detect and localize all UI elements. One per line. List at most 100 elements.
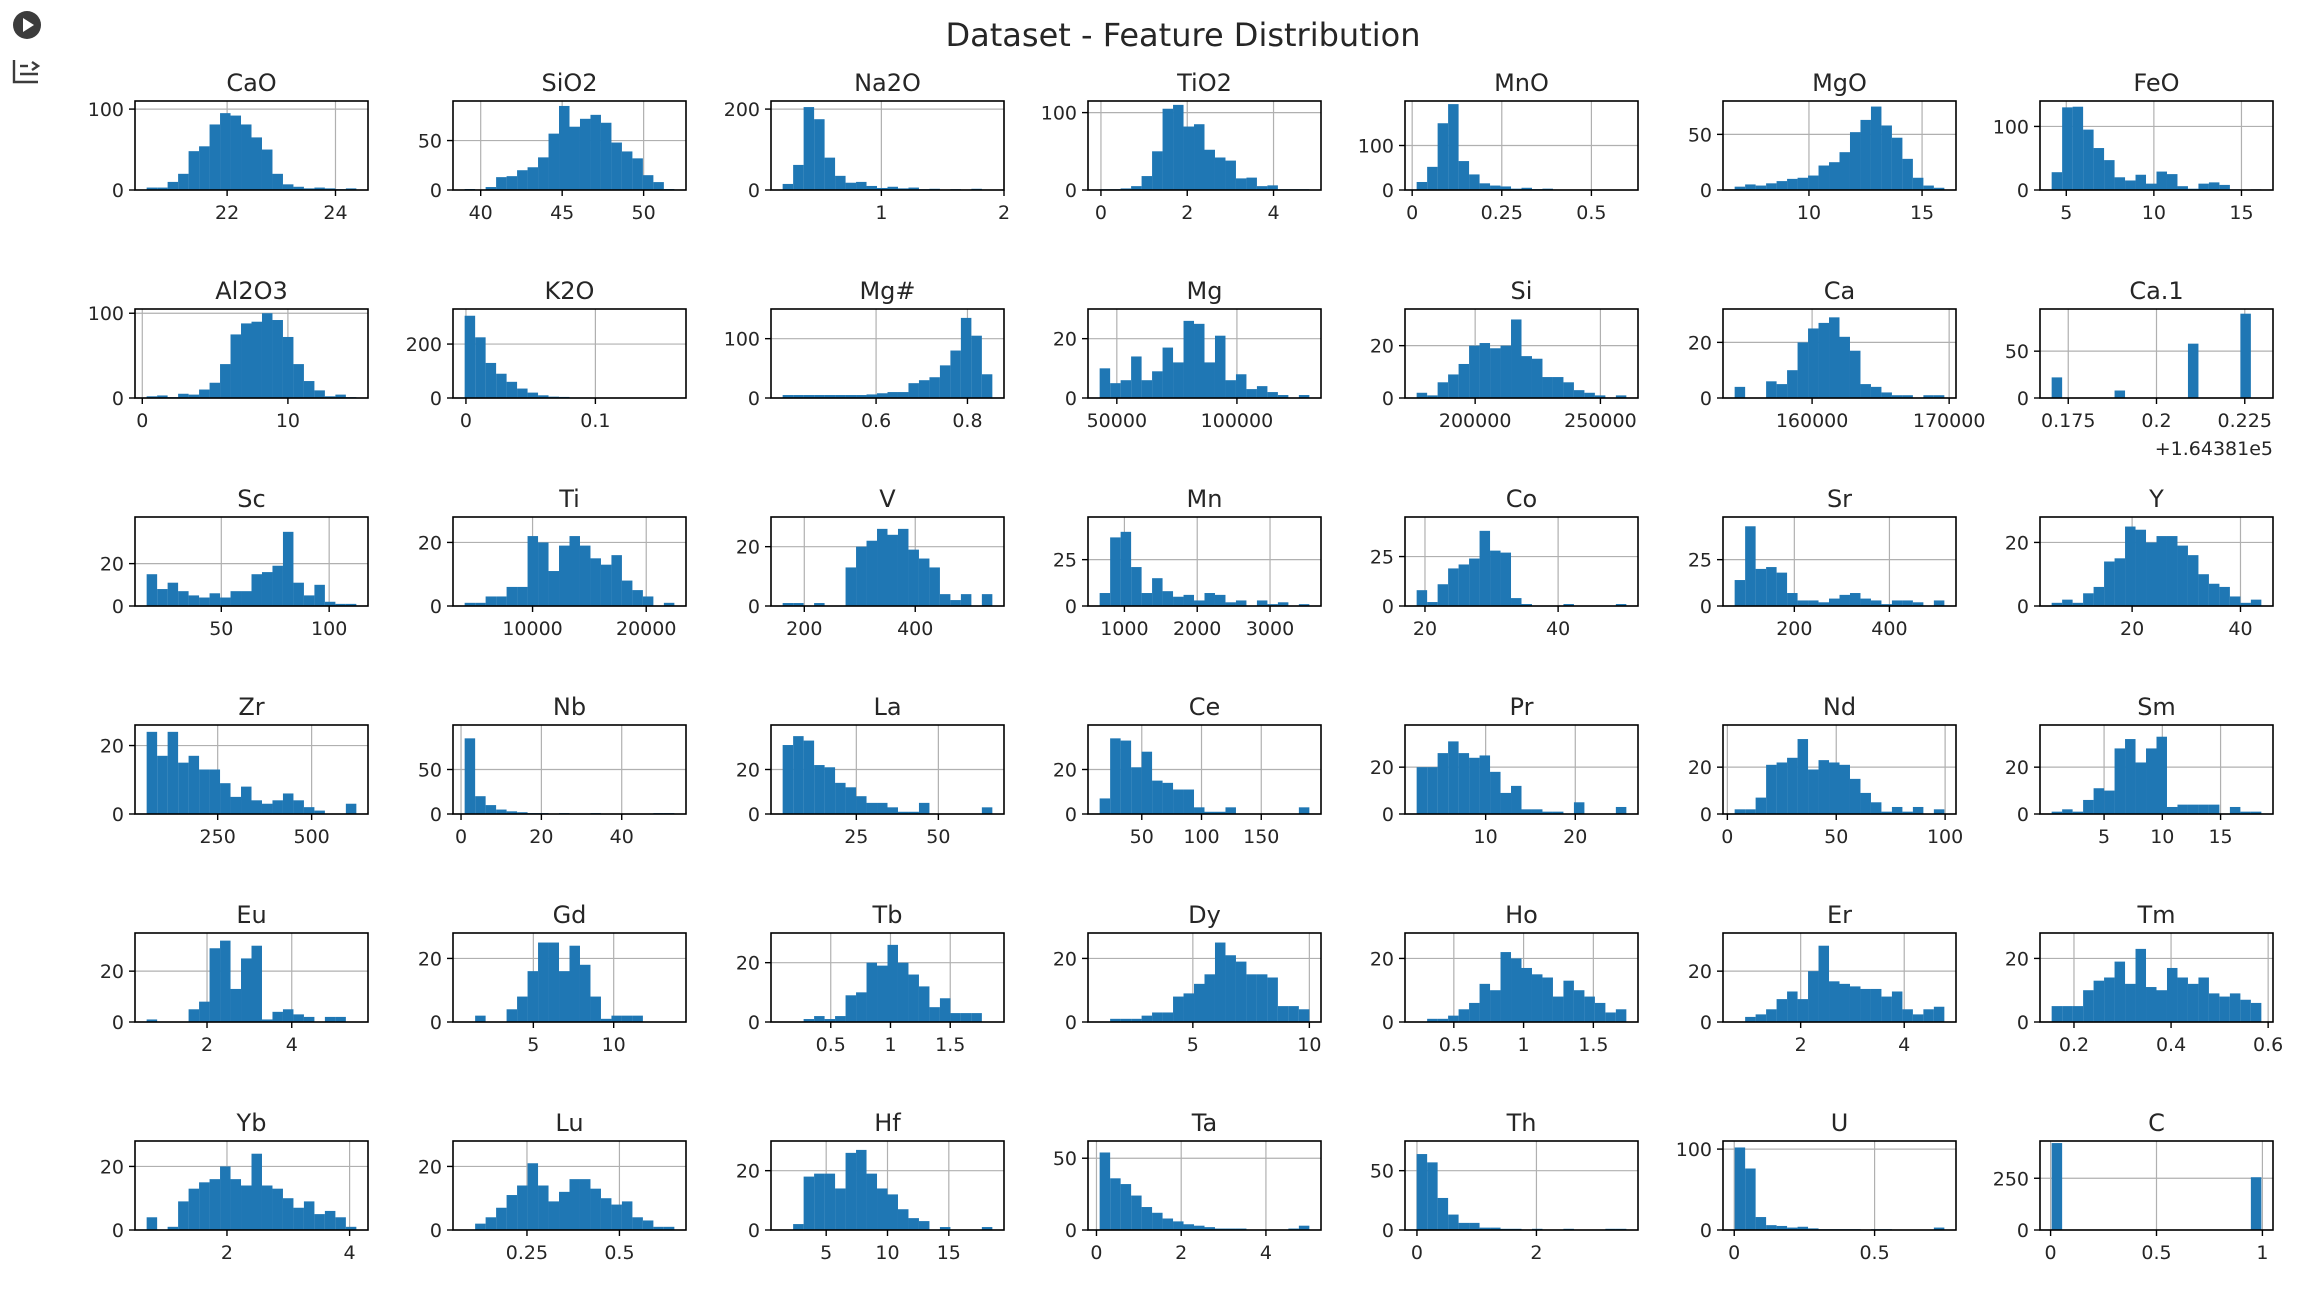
histogram-bar [611,142,622,190]
histogram-bar [314,187,325,190]
x-tick-label: 100 [311,618,347,640]
axes-frame [452,100,687,191]
subplot-nb: 0 20 40 0 50 Nb [418,693,687,848]
histogram-bar [178,173,189,190]
histogram-bar [209,593,221,606]
histogram-bar [877,1188,888,1230]
output-toggle-button[interactable] [8,52,46,90]
histogram-bar [1458,363,1470,398]
histogram-bar [1152,1212,1163,1230]
histogram-bar [1427,166,1438,190]
histogram-bar [1458,161,1470,190]
histogram-bar [261,572,273,606]
histogram-bar [1225,807,1236,814]
histogram-bar [559,545,570,606]
histogram-bar [1766,764,1777,814]
subplot-title: SiO2 [541,69,597,97]
x-tick-label: 10000 [502,618,562,640]
histogram-bar [1933,395,1945,398]
subplot-th: 0 2 0 50 Th [1370,1109,1639,1264]
x-tick-label: 1 [2256,1242,2268,1264]
histogram-bar [1448,104,1459,190]
histogram-bar [517,812,528,814]
y-tick-label: 20 [2005,532,2029,554]
histogram-bar [2083,593,2094,606]
y-tick-label: 0 [1700,804,1712,826]
histogram-bar [2072,602,2084,606]
histogram-bar [1745,184,1756,190]
histogram-bar [1204,1227,1215,1230]
histogram-bar [1808,1228,1819,1230]
y-tick-label: 0 [1065,1220,1077,1242]
histogram-bar [1183,789,1195,814]
histogram-bar [1225,380,1236,398]
histogram-bar [345,803,357,814]
histogram-bar [538,942,549,1022]
histogram-bar [2177,545,2188,606]
subplot-title: Mn [1187,485,1223,513]
x-tick-label: 0.5 [1576,202,1606,224]
subplot-title: Pr [1510,693,1534,721]
histogram-bar [1766,1225,1777,1230]
histogram-bar [314,1214,325,1230]
y-tick-label: 0 [112,1012,124,1034]
histogram-bar [2156,990,2167,1022]
x-tick-label: 15 [937,1242,961,1264]
histogram-bar [611,1204,622,1230]
histogram-bar [464,602,476,606]
histogram-bar [1891,137,1903,190]
histogram-bar [506,1009,518,1022]
histogram-bar [1870,600,1882,606]
histogram-bar [1204,974,1215,1022]
histogram-bar [1860,119,1871,190]
histogram-bar [1235,600,1247,606]
histogram-bar [866,1173,878,1230]
histogram-bar [1235,961,1247,1022]
histogram-bar [1755,1014,1767,1022]
subplot-gd: 5 10 0 20 Gd [418,901,687,1056]
histogram-bar [345,603,357,606]
histogram-bar [251,945,262,1022]
histogram-bar [1427,395,1438,398]
histogram-bar [1099,798,1111,814]
histogram-bar [1298,604,1310,606]
x-tick-label: 10 [1297,1034,1321,1056]
histogram-bar [209,769,221,814]
subplot-title: Eu [236,901,266,929]
histogram-bar [1829,981,1840,1022]
histogram-bar [897,811,909,814]
histogram-bar [475,602,486,606]
subplot-title: Lu [555,1109,583,1137]
histogram-bar [2146,183,2157,190]
histogram-bar [632,1015,643,1022]
histogram-bar [1141,1015,1153,1022]
histogram-bar [2125,739,2136,814]
subplot-title: Ca.1 [2129,277,2183,305]
histogram-bar [282,1198,294,1230]
x-tick-label: 0 [455,826,467,848]
subplot-title: TiO2 [1176,69,1232,97]
x-tick-label: 40 [2228,618,2252,640]
histogram-bar [2250,1002,2262,1022]
histogram-bar [1152,780,1163,814]
histogram-bar [167,181,179,190]
histogram-bar [887,534,898,606]
histogram-bar [1246,974,1257,1022]
histogram-bar [981,594,993,606]
x-tick-label: 0 [1095,202,1107,224]
y-tick-label: 20 [1053,948,1077,970]
histogram-bar [230,1179,242,1230]
histogram-bar [506,381,518,398]
subplot-mgo: 10 15 0 50 MgO [1688,69,1957,224]
histogram-bar [1552,377,1564,398]
histogram-bar [1511,785,1522,814]
histogram-bar [2135,762,2147,814]
histogram-bar [782,745,794,814]
subplot-sio2: 40 45 50 0 50 SiO2 [418,69,687,224]
histogram-bar [1829,762,1840,814]
subplot-na2o: 1 2 0 200 Na2O [724,69,1010,224]
histogram-bar [496,177,507,190]
axes-frame [134,100,369,191]
subplot-title: Tb [872,901,903,929]
run-cell-button[interactable] [8,6,46,44]
